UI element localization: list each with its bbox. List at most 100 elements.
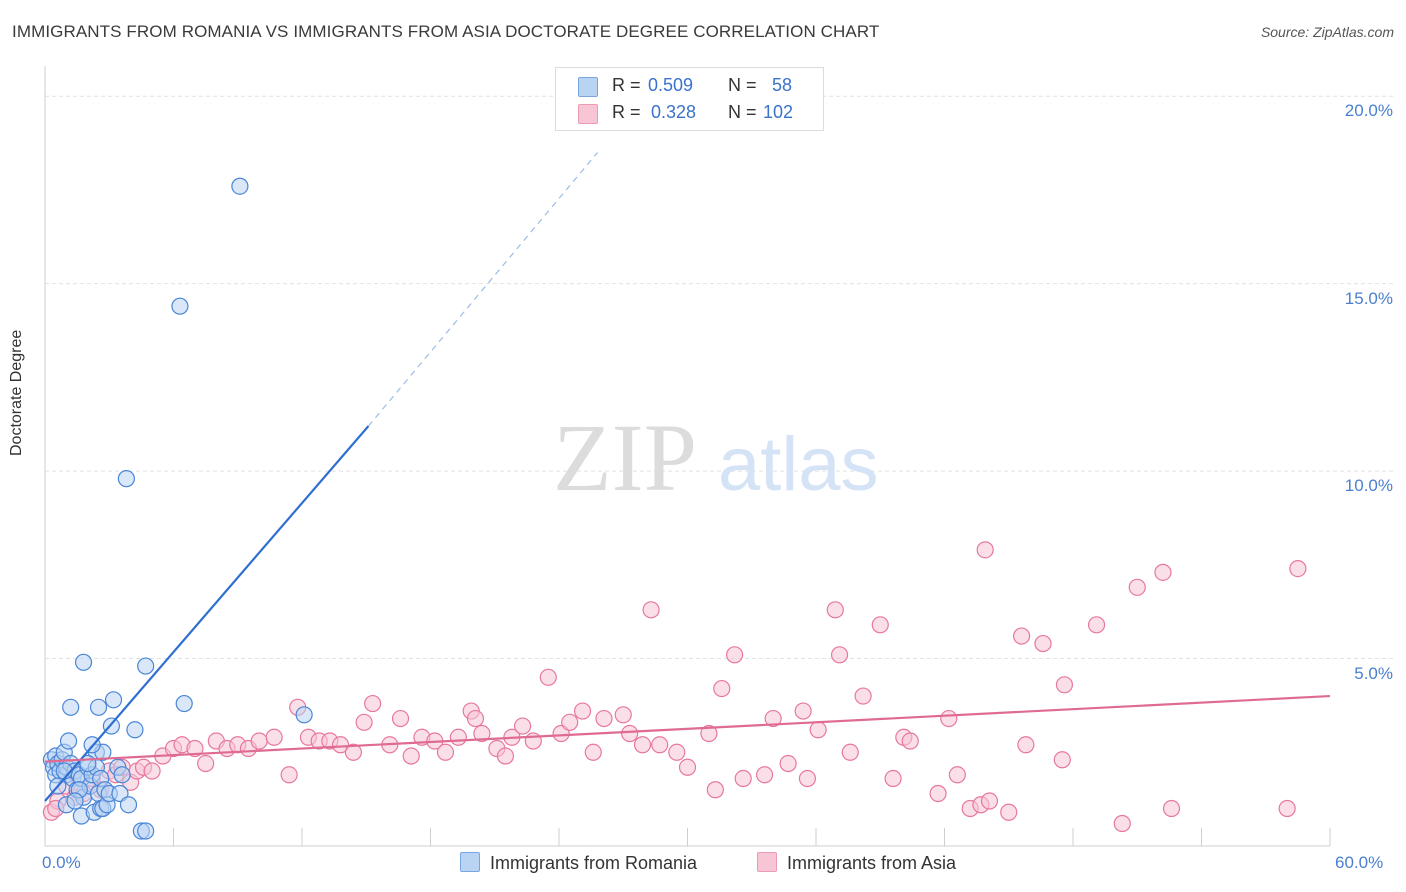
trend-lines bbox=[44, 152, 1331, 802]
chart-title: IMMIGRANTS FROM ROMANIA VS IMMIGRANTS FR… bbox=[12, 22, 880, 41]
gridlines bbox=[45, 95, 1395, 660]
asia-trend-line bbox=[44, 694, 1331, 763]
asia-point-62 bbox=[700, 724, 718, 743]
romania-trend-line bbox=[44, 425, 370, 802]
asia-point-80 bbox=[901, 732, 919, 750]
asia-point-77 bbox=[871, 616, 889, 634]
romania-point-49 bbox=[295, 706, 313, 724]
asia-point-18 bbox=[197, 754, 215, 773]
asia-point-74 bbox=[830, 646, 849, 664]
asia-point-76 bbox=[854, 687, 872, 705]
asia-point-88 bbox=[1000, 803, 1018, 821]
asia-point-100 bbox=[1289, 559, 1307, 578]
asia-point-71 bbox=[798, 769, 817, 788]
asia-swatch bbox=[578, 104, 598, 124]
romania-point-40 bbox=[117, 470, 135, 488]
asia-point-56 bbox=[621, 724, 639, 743]
romania-r-value: 0.509 bbox=[648, 75, 694, 95]
asia-n-label: N = bbox=[728, 102, 757, 122]
romania-point-47 bbox=[175, 694, 193, 713]
asia-point-87 bbox=[980, 792, 999, 810]
correlation-legend: R = 0.509 N = 58 R = 0.328 N = 102 bbox=[555, 67, 824, 131]
asia-point-60 bbox=[668, 743, 686, 761]
legend-asia: Immigrants from Asia bbox=[757, 852, 956, 874]
romania-n-label: N = bbox=[728, 75, 757, 95]
legend-romania-swatch bbox=[460, 852, 480, 872]
romania-n-value: 58 bbox=[772, 75, 793, 95]
romania-point-56 bbox=[113, 766, 131, 784]
asia-point-75 bbox=[841, 743, 859, 761]
asia-point-66 bbox=[734, 769, 752, 788]
asia-point-65 bbox=[726, 646, 744, 664]
asia-point-89 bbox=[1012, 627, 1031, 645]
romania-trend-extension bbox=[367, 152, 599, 427]
legend-romania-label: Immigrants from Romania bbox=[490, 853, 698, 873]
romania-point-13 bbox=[62, 698, 80, 716]
asia-point-33 bbox=[364, 694, 382, 713]
watermark-zip: ZIP bbox=[553, 404, 697, 511]
asia-r-label: R = bbox=[612, 102, 641, 122]
asia-point-99 bbox=[1278, 799, 1296, 818]
romania-point-46 bbox=[171, 297, 189, 315]
asia-point-96 bbox=[1128, 578, 1146, 596]
asia-point-70 bbox=[794, 702, 812, 720]
asia-point-61 bbox=[678, 758, 697, 776]
source-label: Source: ZipAtlas.com bbox=[1260, 24, 1394, 40]
y-tick-label-2: 15.0% bbox=[1344, 288, 1393, 308]
romania-point-48 bbox=[231, 177, 249, 195]
asia-point-97 bbox=[1154, 563, 1172, 581]
asia-point-25 bbox=[280, 766, 298, 784]
asia-point-58 bbox=[642, 601, 660, 619]
romania-point-20 bbox=[74, 653, 93, 671]
y-tick-label-1: 10.0% bbox=[1344, 476, 1393, 496]
asia-point-39 bbox=[436, 743, 455, 761]
asia-point-92 bbox=[1053, 751, 1071, 769]
romania-point-42 bbox=[126, 721, 144, 739]
x-tick-max: 60.0% bbox=[1335, 853, 1384, 872]
asia-point-47 bbox=[513, 717, 532, 735]
asia-point-93 bbox=[1055, 676, 1074, 694]
asia-point-94 bbox=[1087, 616, 1106, 634]
legend-romania: Immigrants from Romania bbox=[460, 852, 697, 874]
legend-asia-swatch bbox=[757, 852, 777, 872]
asia-point-63 bbox=[706, 781, 724, 799]
romania-point-44 bbox=[137, 657, 155, 675]
asia-point-30 bbox=[331, 736, 350, 754]
asia-point-59 bbox=[651, 736, 669, 754]
asia-point-72 bbox=[809, 721, 827, 739]
asia-point-42 bbox=[466, 709, 485, 728]
asia-point-40 bbox=[449, 728, 467, 746]
legend-asia-label: Immigrants from Asia bbox=[787, 853, 957, 873]
axes bbox=[44, 66, 1331, 847]
romania-points bbox=[42, 177, 313, 840]
asia-point-13 bbox=[143, 762, 161, 780]
asia-point-64 bbox=[713, 679, 731, 698]
asia-points bbox=[42, 541, 1307, 833]
asia-point-83 bbox=[948, 766, 966, 784]
asia-point-45 bbox=[496, 747, 515, 765]
romania-point-37 bbox=[104, 691, 123, 709]
asia-point-82 bbox=[940, 709, 958, 728]
asia-point-73 bbox=[826, 601, 844, 619]
asia-point-49 bbox=[539, 668, 557, 686]
romania-point-10 bbox=[59, 732, 78, 750]
romania-point-41 bbox=[119, 796, 138, 814]
asia-point-91 bbox=[1034, 634, 1052, 653]
asia-point-35 bbox=[391, 709, 410, 728]
romania-point-55 bbox=[66, 792, 84, 810]
asia-point-31 bbox=[344, 743, 362, 761]
asia-point-55 bbox=[614, 706, 632, 724]
asia-point-32 bbox=[355, 713, 373, 731]
asia-point-36 bbox=[402, 747, 420, 765]
asia-point-17 bbox=[186, 739, 204, 758]
romania-r-label: R = bbox=[612, 75, 641, 95]
asia-point-51 bbox=[561, 713, 579, 731]
watermark-atlas: atlas bbox=[718, 422, 879, 507]
asia-point-78 bbox=[884, 769, 902, 788]
x-tick-min: 0.0% bbox=[42, 853, 81, 872]
asia-point-24 bbox=[265, 728, 283, 746]
asia-point-52 bbox=[573, 702, 592, 720]
y-tick-label-3: 20.0% bbox=[1344, 101, 1393, 121]
asia-r-value: 0.328 bbox=[651, 102, 697, 122]
